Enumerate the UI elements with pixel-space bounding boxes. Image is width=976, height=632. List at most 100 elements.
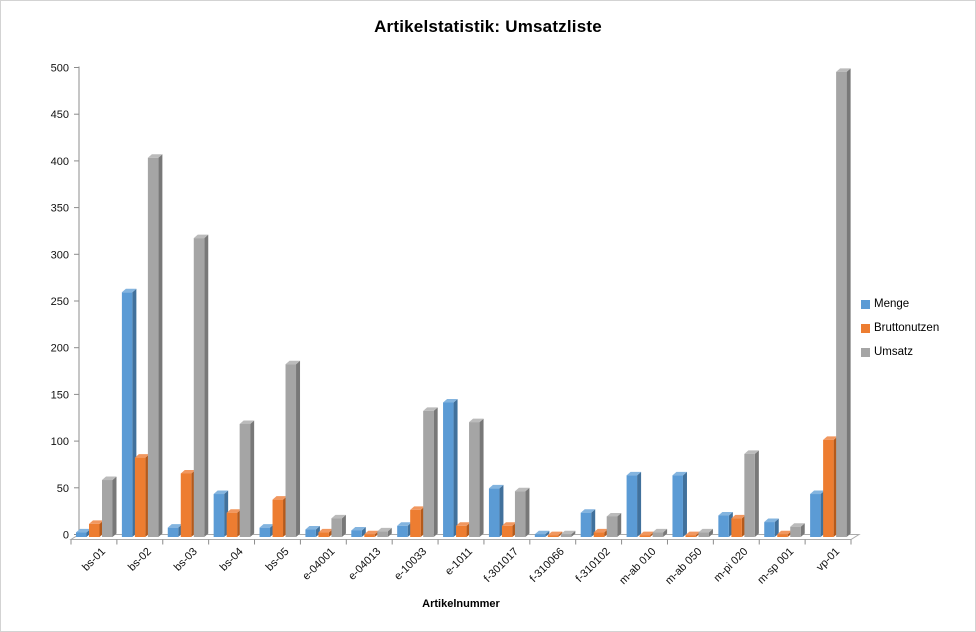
- x-category-label-m-pi-020: m-pi 020: [712, 546, 751, 585]
- bar-menge-m-sp-001: [764, 518, 779, 537]
- bar-umsatz-m-ab-010: [652, 528, 668, 537]
- bar-bruttonutzen-f-310066: [547, 531, 563, 537]
- legend-label-umsatz: Umsatz: [874, 346, 913, 358]
- y-axis: 0 50 100 150 200 250 300 350 400 450 500: [51, 63, 80, 542]
- bar-menge-e-04001: [305, 526, 320, 537]
- legend-item-umsatz: Umsatz: [861, 346, 939, 358]
- bar-bruttonutzen-bs-03: [180, 469, 196, 537]
- x-category-label-f-310102: f-310102: [574, 546, 613, 585]
- bar-menge-f-301017: [488, 484, 504, 537]
- bar-menge-f-310066: [534, 530, 550, 537]
- bar-bruttonutzen-bs-02: [134, 454, 150, 537]
- legend-swatch-umsatz: [861, 347, 870, 357]
- bar-bruttonutzen-bs-04: [226, 509, 242, 537]
- y-tick-label: 100: [51, 436, 69, 448]
- bar-bruttonutzen-f-301017: [501, 522, 517, 537]
- bar-umsatz-bs-01: [102, 476, 117, 537]
- bar-bruttonutzen-e-1011: [456, 522, 471, 537]
- bar-cluster-vp-01: [810, 68, 851, 538]
- bar-menge-e-10033: [397, 522, 412, 537]
- y-tick-label: 50: [57, 483, 69, 495]
- x-category-label-bs-02: bs-02: [126, 546, 154, 574]
- bar-cluster-bs-01: [76, 476, 117, 537]
- x-category-label-m-ab-050: m-ab 050: [663, 546, 704, 587]
- bar-umsatz-e-10033: [423, 407, 438, 537]
- bar-menge-m-ab-010: [626, 471, 642, 537]
- legend-swatch-bruttonutzen: [861, 323, 870, 333]
- bar-umsatz-bs-02: [147, 154, 163, 537]
- bar-umsatz-m-pi-020: [744, 450, 759, 537]
- bar-menge-e-04013: [351, 526, 366, 537]
- bar-umsatz-bs-04: [239, 420, 255, 537]
- y-tick-label: 150: [51, 389, 69, 401]
- bar-cluster-m-sp-001: [764, 518, 805, 537]
- bar-cluster-bs-03: [167, 234, 209, 537]
- x-category-labels: bs-01 bs-02 bs-03 bs-04 bs-05 e-04001 e-04013 e…: [80, 546, 842, 587]
- bar-umsatz-f-310066: [560, 530, 576, 537]
- legend-item-menge: Menge: [861, 298, 939, 310]
- bar-cluster-f-301017: [488, 484, 530, 537]
- x-category-label-m-ab-010: m-ab 010: [617, 546, 658, 587]
- bar-menge-m-pi-020: [718, 512, 733, 537]
- x-axis-title: Artikelnummer: [422, 598, 500, 610]
- bar-cluster-e-1011: [443, 399, 484, 537]
- y-tick-label: 0: [63, 530, 69, 542]
- bar-cluster-bs-05: [259, 360, 301, 537]
- bar-bruttonutzen-bs-01: [89, 520, 104, 537]
- bar-cluster-f-310066: [534, 530, 576, 537]
- bar-bruttonutzen-bs-05: [272, 496, 288, 537]
- x-category-label-m-sp-001: m-sp 001: [755, 546, 796, 587]
- y-tick-label: 200: [51, 343, 69, 355]
- legend-item-bruttonutzen: Bruttonutzen: [861, 322, 939, 334]
- x-category-label-bs-05: bs-05: [264, 546, 292, 574]
- bar-cluster-m-ab-050: [672, 471, 713, 537]
- bar-menge-bs-05: [259, 524, 275, 537]
- x-category-label-e-1011: e-1011: [443, 546, 475, 578]
- bar-umsatz-bs-05: [285, 360, 301, 537]
- x-category-label-bs-03: bs-03: [172, 546, 200, 574]
- bar-cluster-e-10033: [397, 407, 438, 537]
- x-category-label-f-301017: f-301017: [482, 546, 521, 585]
- bar-menge-bs-02: [121, 288, 137, 537]
- x-category-label-bs-01: bs-01: [80, 546, 108, 574]
- bar-menge-f-310102: [580, 509, 596, 537]
- bar-umsatz-e-04013: [377, 527, 392, 537]
- bars: [76, 68, 851, 538]
- y-tick-label: 500: [51, 63, 69, 75]
- bar-umsatz-f-310102: [606, 512, 622, 537]
- legend-label-menge: Menge: [874, 298, 910, 310]
- bar-cluster-f-310102: [580, 509, 622, 537]
- y-tick-label: 250: [51, 296, 69, 308]
- y-tick-label: 400: [51, 156, 69, 168]
- bar-menge-e-1011: [443, 399, 458, 537]
- bar-menge-m-ab-050: [672, 471, 687, 537]
- bar-cluster-e-04001: [305, 514, 346, 537]
- bar-bruttonutzen-e-10033: [410, 506, 425, 537]
- bar-cluster-bs-04: [213, 420, 255, 537]
- y-tick-label: 450: [51, 109, 69, 121]
- bar-umsatz-e-1011: [469, 418, 484, 537]
- bar-umsatz-bs-03: [193, 234, 209, 537]
- x-category-label-e-04001: e-04001: [300, 546, 337, 583]
- bar-bruttonutzen-vp-01: [823, 436, 838, 537]
- bar-cluster-bs-02: [121, 154, 163, 537]
- bar-umsatz-vp-01: [836, 68, 851, 538]
- bar-cluster-m-ab-010: [626, 471, 668, 537]
- bar-cluster-e-04013: [351, 526, 392, 537]
- bar-menge-vp-01: [810, 490, 825, 537]
- bar-bruttonutzen-m-pi-020: [731, 514, 746, 537]
- x-category-label-e-10033: e-10033: [392, 546, 429, 583]
- x-category-label-bs-04: bs-04: [218, 546, 246, 574]
- bar-cluster-m-pi-020: [718, 450, 759, 537]
- y-tick-label: 300: [51, 249, 69, 261]
- legend-label-bruttonutzen: Bruttonutzen: [874, 322, 940, 334]
- bar-menge-bs-04: [213, 490, 229, 537]
- x-category-label-vp-01: vp-01: [814, 546, 842, 574]
- chart-title: Artikelstatistik: Umsatzliste: [374, 17, 602, 36]
- bar-umsatz-m-sp-001: [790, 523, 805, 537]
- legend: Menge Bruttonutzen Umsatz: [861, 298, 939, 358]
- x-axis: [70, 539, 852, 545]
- bar-umsatz-e-04001: [331, 514, 346, 537]
- bar-umsatz-f-301017: [514, 487, 530, 537]
